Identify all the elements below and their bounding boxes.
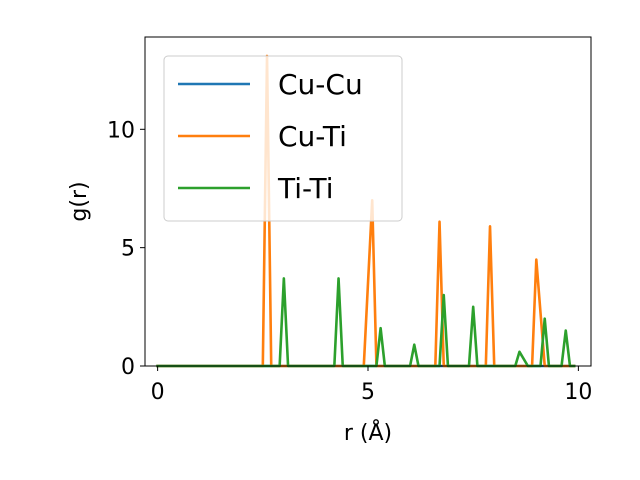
x-tick-label: 10 [564,380,592,405]
legend-entries: Cu-Cu Cu-Ti Ti-Ti [178,68,363,205]
y-tick-label: 10 [107,118,135,143]
y-tick-label: 0 [121,355,135,380]
legend-label-cu-ti: Cu-Ti [278,120,347,153]
x-tick-label: 5 [361,380,375,405]
y-tick-label: 5 [121,237,135,262]
legend-label-ti-ti: Ti-Ti [277,172,334,205]
legend-box [163,55,403,222]
legend-label-cu-cu: Cu-Cu [278,68,363,101]
x-axis-label: r (Å) [344,419,392,446]
x-tick-label: 0 [151,380,165,405]
x-axis-ticks: 0 5 10 [151,366,592,405]
y-axis-ticks: 0 5 10 [107,118,145,380]
series-line-cu-ti [156,54,576,368]
y-axis-label: g(r) [67,181,92,221]
series-line-ti-ti [156,277,576,368]
legend: Cu-Cu Cu-Ti Ti-Ti [163,55,403,222]
